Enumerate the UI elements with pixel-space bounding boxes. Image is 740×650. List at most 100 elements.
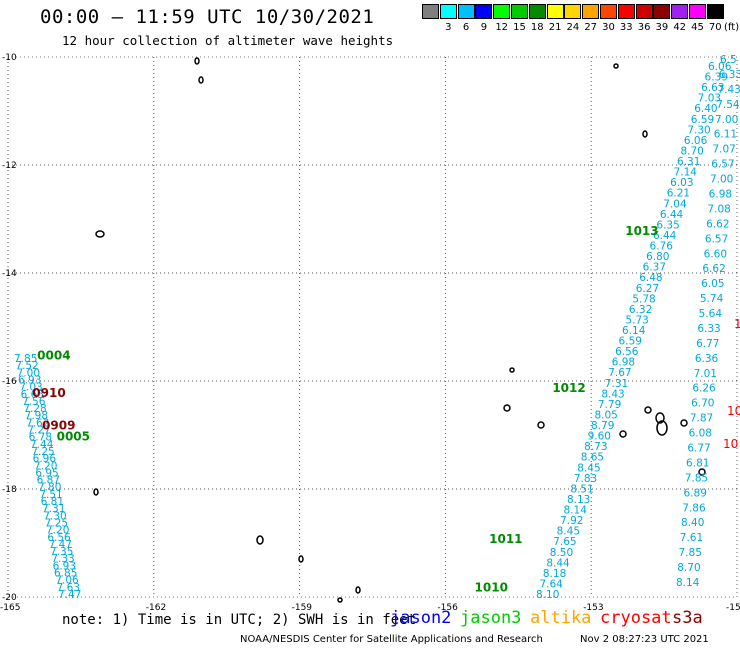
legend-label: 21: [548, 22, 562, 33]
island-outline: [198, 76, 204, 84]
satellite-name-altika: altika: [530, 608, 592, 628]
swh-value-track2: 6.60: [704, 248, 727, 260]
axis-labels: -10 -12 -14 -16 -18 -20-165 -162 -159 -156 -153 -1…: [0, 53, 740, 613]
island-outline: [298, 555, 304, 563]
legend-swatch: [564, 4, 582, 19]
swh-value-track2: 7.85: [685, 472, 708, 484]
legend-label: 42: [673, 22, 687, 33]
swh-value-track1: 8.50: [550, 547, 573, 559]
swh-value-track2: 7.01: [694, 368, 717, 380]
legend-swatch: [617, 4, 635, 19]
swh-value-track2: 7.86: [682, 502, 706, 514]
swh-value-track3: 6.78: [29, 432, 52, 444]
swh-value-track1: 8.45: [557, 526, 580, 538]
legend-label: 33: [619, 22, 633, 33]
swh-value-track2: 8.70: [677, 562, 700, 574]
swh-value-track1: 7.14: [674, 167, 698, 179]
swh-value-track3: 6.95: [35, 467, 58, 479]
time-label-cryosat: 10: [727, 404, 740, 418]
swh-value-track2: 6.5: [720, 54, 737, 66]
swh-value-track1: 8.79: [591, 420, 614, 432]
swh-value-track3: 7.25: [45, 517, 68, 529]
time-label: 0005: [57, 429, 90, 443]
legend-label: 27: [584, 22, 598, 33]
island-outline: [655, 412, 665, 424]
swh-value-track1: 6.32: [629, 304, 652, 316]
swh-value-track2: 7.54: [716, 99, 740, 111]
swh-value-track1: 6.44: [660, 209, 684, 221]
time-label: 1010: [475, 581, 508, 595]
satellite-name-cryosat: cryosat: [600, 608, 672, 628]
swh-value-track2: 6.89: [684, 487, 707, 499]
time-label: 1012: [552, 381, 585, 395]
lat-tick-label: -18: [2, 485, 17, 495]
swh-value-track3: 7.47: [58, 589, 81, 601]
lon-tick-label: -150: [726, 603, 740, 613]
legend-label: 24: [566, 22, 580, 33]
swh-value-track2: 6.08: [689, 428, 712, 440]
legend-label: 70: [708, 22, 722, 33]
swh-value-track1: 6.31: [677, 156, 700, 168]
swh-value-track3: 7.28: [23, 403, 46, 415]
satellite-name-jason3: jason3: [460, 608, 522, 628]
swh-value-track2: 6.57: [705, 233, 728, 245]
legend-label: 39: [655, 22, 669, 33]
swh-value-track1: 7.92: [560, 515, 583, 527]
swh-value-track3: 7.63: [57, 582, 80, 594]
lon-tick-label: -156: [437, 603, 458, 613]
swh-value-track1: 8.18: [543, 568, 566, 580]
legend-swatch: [511, 4, 528, 19]
map-subtitle: 12 hour collection of altimeter wave hei…: [62, 33, 394, 48]
swh-value-track2: 8.14: [676, 577, 700, 589]
island-outline: [355, 586, 361, 594]
swh-value-track3: 7.00: [17, 367, 40, 379]
island-outline: [93, 488, 99, 496]
island-outline: [619, 430, 627, 438]
legend-label: 15: [513, 22, 526, 33]
time-label: 0909: [42, 419, 75, 433]
swh-value-track3: 7.51: [39, 489, 62, 501]
legend-swatch: [706, 4, 724, 19]
swh-value-track3: 7.27: [27, 425, 50, 437]
island-outline: [337, 597, 343, 603]
swh-value-track2: 7.61: [680, 532, 703, 544]
legend-swatch: [475, 4, 493, 19]
swh-value-track3: 7.30: [43, 510, 66, 522]
swh-value-track2: 7.00: [715, 114, 738, 126]
legend-swatch: [635, 4, 653, 19]
legend-unit: (ft): [724, 22, 740, 33]
legend-swatch: [671, 4, 689, 19]
island-outline: [95, 230, 105, 238]
island-outline: [256, 535, 264, 545]
swh-value-track3: 7.47: [49, 539, 72, 551]
legend-swatch: [493, 4, 511, 19]
island-outline: [537, 421, 545, 429]
lon-tick-label: -162: [146, 603, 166, 613]
time-label: 0004: [37, 348, 70, 362]
swh-value-track2: 6.81: [686, 457, 709, 469]
swh-value-track1: 6.59: [619, 336, 642, 348]
island-outline: [613, 63, 619, 69]
legend-swatch: [653, 4, 671, 19]
time-label-cryosat: 10: [723, 437, 738, 451]
swh-value-track2: 6.77: [696, 338, 719, 350]
legend-swatch: [422, 4, 439, 19]
swh-value-track3: 7.52: [15, 360, 38, 372]
satellite-name-jason2: jason2: [390, 608, 452, 628]
generated-timestamp: Nov 2 08:27:23 UTC 2021: [580, 634, 709, 645]
swh-value-track3: 7.20: [34, 460, 57, 472]
swh-value-track3: 6.96: [33, 453, 57, 465]
legend-label: 9: [480, 22, 488, 33]
map-grid: [7, 56, 738, 598]
swh-value-track1: 7.03: [698, 93, 721, 105]
swh-value-track1: 8.70: [680, 145, 703, 157]
swh-value-track2: 7.43: [717, 84, 740, 96]
swh-value-track2: 7.85: [679, 547, 702, 559]
swh-value-track1: 6.56: [615, 346, 639, 358]
lat-tick-label: -16: [2, 377, 17, 387]
lat-tick-label: -14: [2, 269, 17, 279]
time-label: 0910: [32, 386, 65, 400]
legend-label: 18: [530, 22, 544, 33]
island-outline: [656, 420, 668, 436]
